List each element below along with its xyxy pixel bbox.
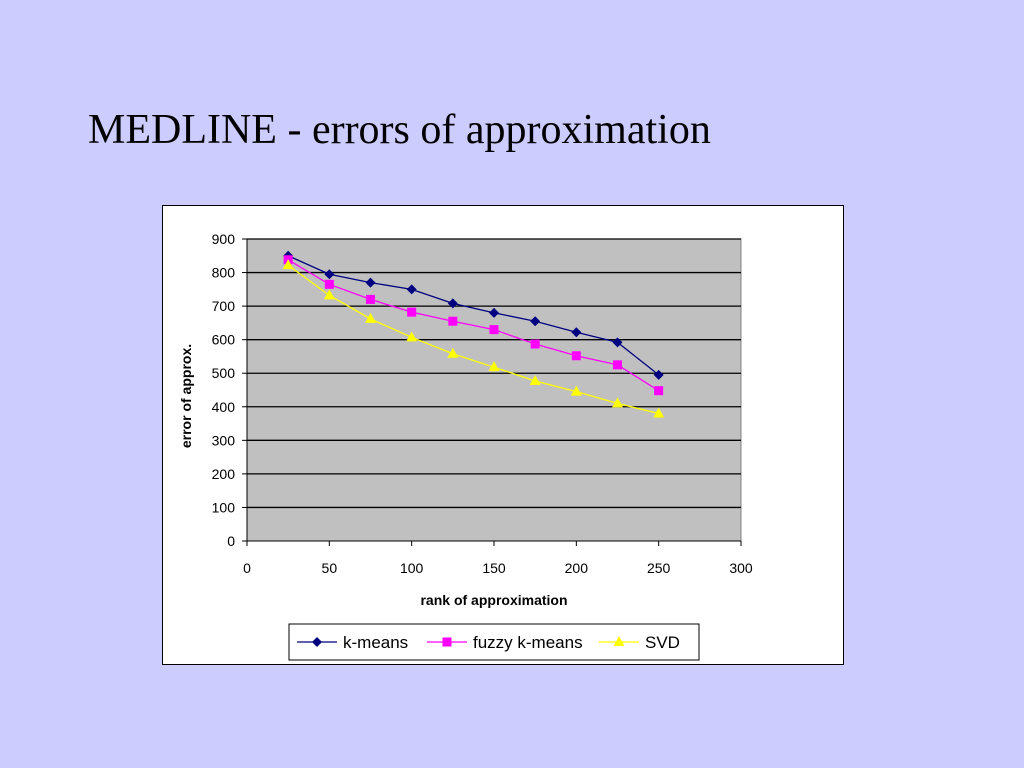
data-point: [406, 331, 418, 342]
slide-title: MEDLINE - errors of approximation: [88, 107, 711, 153]
data-point: [653, 407, 665, 418]
x-axis-title: rank of approximation: [420, 592, 567, 608]
x-tick-label: 250: [647, 560, 671, 576]
data-point: [448, 316, 458, 326]
data-point: [489, 307, 499, 318]
legend-item: k-means: [297, 633, 408, 652]
x-tick-label: 200: [565, 560, 589, 576]
data-point: [366, 294, 375, 304]
data-point: [407, 307, 417, 317]
series-line: [287, 259, 660, 392]
data-point: [365, 277, 376, 288]
legend-label: fuzzy k-means: [473, 633, 583, 652]
legend-items: k-means fuzzy k-means SVD: [297, 633, 680, 652]
series-line: [287, 255, 660, 376]
legend-swatch-marker: [442, 637, 452, 647]
x-tick-label: 50: [322, 560, 338, 576]
data-point: [654, 386, 664, 396]
x-tick-label: 150: [482, 560, 506, 576]
data-point: [282, 259, 294, 270]
data-point: [447, 298, 458, 309]
data-point: [530, 339, 540, 349]
data-point: [488, 361, 500, 372]
data-point: [613, 360, 622, 370]
line-chart: 0 100 200 300 400 500 600 700 800 900 0 50 100 150 20…: [178, 231, 753, 661]
data-point: [571, 351, 581, 361]
data-point: [406, 284, 417, 295]
data-point: [489, 325, 499, 335]
data-point: [612, 397, 623, 408]
y-axis-title: error of approx.: [178, 344, 194, 448]
legend-swatch-marker: [312, 637, 322, 647]
data-point: [571, 327, 582, 338]
series-SVD: [282, 259, 665, 418]
y-tick-label: 700: [212, 298, 236, 314]
legend: k-means fuzzy k-means SVD: [288, 623, 700, 661]
y-tick-label: 200: [212, 466, 236, 482]
y-tick-label: 800: [212, 265, 236, 281]
x-tick-label: 100: [400, 560, 424, 576]
series-fuzzy-k-means: [283, 255, 664, 396]
legend-swatch-marker: [613, 636, 625, 646]
x-tick-label: 300: [729, 560, 753, 576]
axes: [246, 239, 742, 546]
y-tick-label: 500: [212, 365, 236, 381]
data-point: [323, 289, 335, 300]
legend-item: fuzzy k-means: [427, 633, 583, 652]
plot-area: [246, 238, 742, 542]
y-tick-labels: 0 100 200 300 400 500 600 700 800 900: [212, 231, 236, 549]
data-point: [324, 269, 335, 280]
data-point: [570, 385, 582, 396]
y-tick-label: 0: [227, 533, 235, 549]
y-tick-label: 900: [212, 231, 236, 247]
data-point: [447, 347, 459, 358]
x-tick-labels: 0 50 100 150 200 250 300: [243, 560, 753, 576]
data-point: [653, 369, 664, 380]
data-point: [612, 337, 623, 348]
legend-item: SVD: [599, 633, 680, 652]
chart-frame: 0 100 200 300 400 500 600 700 800 900 0 50 100 150 20…: [162, 205, 844, 665]
y-tick-label: 100: [212, 499, 236, 515]
legend-label: k-means: [343, 633, 408, 652]
legend-label: SVD: [645, 633, 680, 652]
y-tick-label: 300: [212, 432, 236, 448]
y-tick-label: 600: [212, 332, 236, 348]
series-line: [287, 264, 659, 415]
data-point: [530, 316, 541, 327]
data-point: [324, 279, 334, 289]
data-point: [529, 374, 541, 385]
x-tick-label: 0: [243, 560, 251, 576]
y-tick-label: 400: [212, 399, 236, 415]
data-point: [365, 312, 376, 323]
series-group: [282, 250, 665, 418]
